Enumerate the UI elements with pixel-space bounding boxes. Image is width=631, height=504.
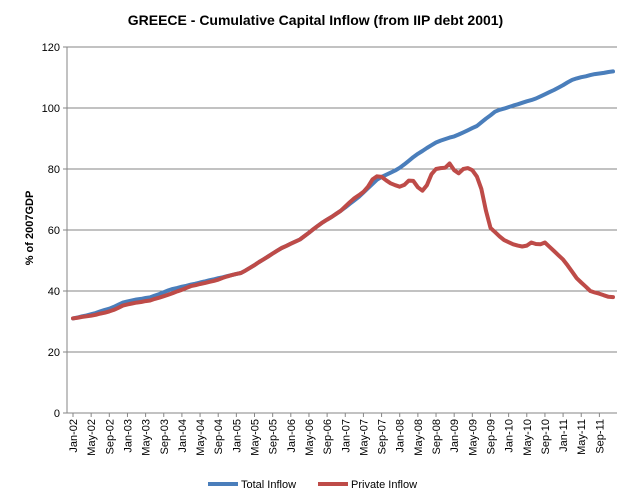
gridlines bbox=[67, 46, 617, 353]
x-tick-label-jan-10: Jan-10 bbox=[504, 419, 516, 453]
legend-private-inflow-label: Private Inflow bbox=[351, 479, 417, 491]
x-tick-label-jan-05: Jan-05 bbox=[231, 419, 243, 453]
x-tick-label-may-09: May-09 bbox=[467, 419, 479, 456]
x-tick-label-sep-09: Sep-09 bbox=[485, 419, 497, 454]
axes: 0 20 40 60 80 100 120 Jan-02 May-02 Sep-02 Jan-03 M… bbox=[42, 42, 617, 456]
legend-total-inflow-label: Total Inflow bbox=[241, 479, 296, 491]
x-tick-label-jan-03: Jan-03 bbox=[122, 419, 134, 453]
x-tick-label-jan-02: Jan-02 bbox=[68, 419, 80, 453]
x-tick-label-may-10: May-10 bbox=[522, 419, 534, 456]
x-tick-label-jan-09: Jan-09 bbox=[449, 419, 461, 453]
x-tick-label-may-08: May-08 bbox=[413, 419, 425, 456]
x-tick-label-may-07: May-07 bbox=[358, 419, 370, 456]
x-tick-label-sep-08: Sep-08 bbox=[431, 419, 443, 454]
x-tick-label-jan-04: Jan-04 bbox=[177, 419, 189, 453]
y-tick-label-0: 0 bbox=[54, 408, 60, 420]
x-tick-label-sep-02: Sep-02 bbox=[104, 419, 116, 454]
x-tick-label-may-11: May-11 bbox=[576, 419, 588, 455]
legend: Total Inflow Private Inflow bbox=[208, 479, 417, 491]
series-group bbox=[71, 69, 615, 321]
plot-area: 0 20 40 60 80 100 120 Jan-02 May-02 Sep-02 Jan-03 M… bbox=[42, 42, 617, 456]
chart-title: GREECE - Cumulative Capital Inflow (from… bbox=[128, 12, 503, 28]
x-tick-label-sep-05: Sep-05 bbox=[268, 419, 280, 454]
y-tick-label-100: 100 bbox=[42, 103, 60, 115]
x-tick-label-sep-10: Sep-10 bbox=[540, 419, 552, 454]
x-tick-label-jan-07: Jan-07 bbox=[340, 419, 352, 453]
x-tick-label-may-04: May-04 bbox=[195, 419, 207, 456]
y-tick-label-80: 80 bbox=[48, 164, 60, 176]
x-tick-label-may-02: May-02 bbox=[86, 419, 98, 456]
y-tick-label-20: 20 bbox=[48, 347, 60, 359]
series-line-private-inflow bbox=[71, 161, 615, 321]
x-tick-label-may-03: May-03 bbox=[141, 419, 153, 456]
x-tick-label-sep-03: Sep-03 bbox=[159, 419, 171, 454]
y-tick-label-40: 40 bbox=[48, 286, 60, 298]
x-tick-label-jan-08: Jan-08 bbox=[395, 419, 407, 453]
x-tick-label-sep-07: Sep-07 bbox=[377, 419, 389, 454]
x-tick-label-sep-04: Sep-04 bbox=[213, 419, 225, 454]
x-tick-label-may-06: May-06 bbox=[304, 419, 316, 456]
x-tick-label-jan-11: Jan-11 bbox=[558, 419, 570, 452]
x-tick-label-sep-06: Sep-06 bbox=[322, 419, 334, 454]
y-tick-label-60: 60 bbox=[48, 225, 60, 237]
x-tick-label-may-05: May-05 bbox=[250, 419, 262, 456]
y-tick-label-120: 120 bbox=[42, 42, 60, 54]
y-axis-label: % of 2007GDP bbox=[24, 191, 36, 266]
x-tick-label-sep-11: Sep-11 bbox=[594, 419, 606, 454]
x-tick-label-jan-06: Jan-06 bbox=[286, 419, 298, 453]
